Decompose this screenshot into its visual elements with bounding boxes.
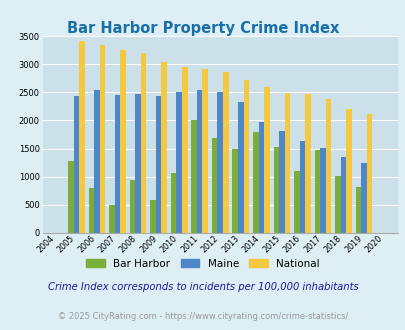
Bar bbox=[217, 92, 222, 233]
Bar bbox=[130, 180, 135, 233]
Bar bbox=[120, 50, 126, 233]
Bar bbox=[345, 109, 351, 233]
Bar bbox=[320, 148, 325, 233]
Text: © 2025 CityRating.com - https://www.cityrating.com/crime-statistics/: © 2025 CityRating.com - https://www.city… bbox=[58, 312, 347, 321]
Bar bbox=[196, 89, 202, 233]
Bar bbox=[258, 121, 263, 233]
Bar bbox=[100, 45, 105, 233]
Bar bbox=[222, 72, 228, 233]
Bar bbox=[68, 161, 74, 233]
Bar bbox=[135, 94, 141, 233]
Legend: Bar Harbor, Maine, National: Bar Harbor, Maine, National bbox=[82, 254, 323, 273]
Bar bbox=[305, 94, 310, 233]
Bar bbox=[355, 187, 360, 233]
Bar bbox=[161, 62, 166, 233]
Bar bbox=[79, 41, 85, 233]
Bar bbox=[252, 132, 258, 233]
Bar bbox=[141, 52, 146, 233]
Bar bbox=[273, 147, 278, 233]
Bar bbox=[94, 90, 100, 233]
Bar bbox=[263, 87, 269, 233]
Bar bbox=[293, 171, 299, 233]
Bar bbox=[202, 69, 207, 233]
Bar bbox=[181, 67, 187, 233]
Bar bbox=[237, 103, 243, 233]
Bar bbox=[325, 99, 330, 233]
Bar bbox=[156, 96, 161, 233]
Bar bbox=[334, 176, 340, 233]
Bar bbox=[243, 80, 249, 233]
Bar bbox=[299, 141, 305, 233]
Bar bbox=[150, 200, 156, 233]
Bar bbox=[115, 95, 120, 233]
Bar bbox=[211, 138, 217, 233]
Bar bbox=[360, 163, 366, 233]
Bar bbox=[284, 93, 290, 233]
Bar bbox=[74, 96, 79, 233]
Text: Bar Harbor Property Crime Index: Bar Harbor Property Crime Index bbox=[67, 21, 338, 36]
Bar bbox=[191, 120, 196, 233]
Bar bbox=[366, 114, 371, 233]
Bar bbox=[278, 131, 284, 233]
Bar bbox=[109, 205, 115, 233]
Bar bbox=[89, 188, 94, 233]
Bar bbox=[340, 157, 345, 233]
Bar bbox=[232, 149, 237, 233]
Bar bbox=[314, 149, 320, 233]
Text: Crime Index corresponds to incidents per 100,000 inhabitants: Crime Index corresponds to incidents per… bbox=[47, 282, 358, 292]
Bar bbox=[176, 92, 181, 233]
Bar bbox=[171, 173, 176, 233]
